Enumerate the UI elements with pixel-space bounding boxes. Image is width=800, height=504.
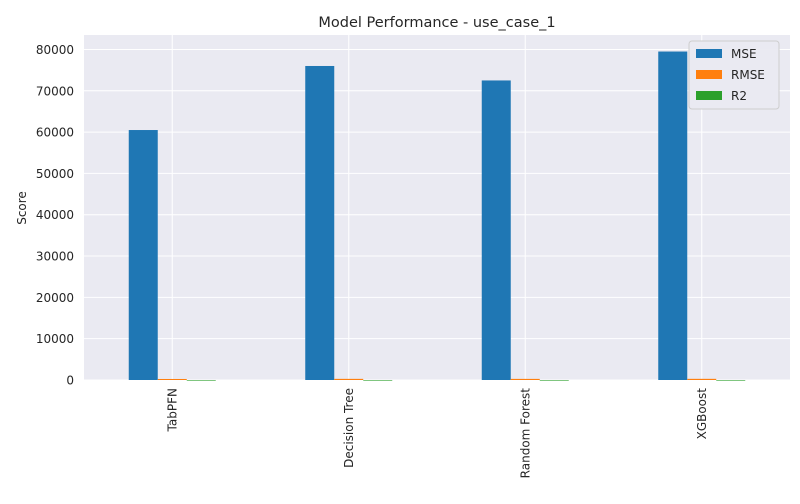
x-tick-label: Decision Tree <box>342 388 356 468</box>
bar-r2-xgboost <box>716 379 746 381</box>
legend-swatch <box>696 49 722 58</box>
bar-mse-xgboost <box>658 51 688 380</box>
bar-rmse-tabpfn <box>157 378 187 380</box>
bars <box>128 51 746 381</box>
bar-mse-decision-tree <box>305 65 335 380</box>
x-tick-label: XGBoost <box>695 388 709 440</box>
bar-rmse-decision-tree <box>334 378 364 380</box>
y-tick-label: 40000 <box>36 208 74 222</box>
chart-title: Model Performance - use_case_1 <box>318 15 555 31</box>
bar-r2-decision-tree <box>363 379 393 381</box>
legend-label: RMSE <box>731 68 765 82</box>
bar-mse-random-forest <box>481 80 511 381</box>
y-tick-label: 0 <box>66 374 74 388</box>
y-tick-labels: 0 10000 20000 30000 40000 50000 60000 70000 8000… <box>36 43 74 388</box>
legend-label: MSE <box>731 47 757 61</box>
x-tick-label: Random Forest <box>518 388 532 479</box>
legend-swatch <box>696 70 722 79</box>
legend: MSE RMSE R2 <box>688 40 780 110</box>
bar-r2-random-forest <box>539 379 569 381</box>
y-tick-label: 10000 <box>36 332 74 346</box>
grid-lines <box>84 35 790 381</box>
bar-rmse-xgboost <box>687 378 717 380</box>
bar-mse-tabpfn <box>128 130 158 380</box>
x-tick-label: TabPFN <box>165 388 179 432</box>
y-tick-label: 30000 <box>36 250 74 264</box>
y-tick-label: 20000 <box>36 291 74 305</box>
y-tick-label: 80000 <box>36 43 74 57</box>
bar-r2-tabpfn <box>186 379 216 381</box>
x-tick-labels: TabPFN Decision Tree Random Forest XGBoost <box>165 388 709 479</box>
y-tick-label: 60000 <box>36 126 74 140</box>
y-tick-label: 50000 <box>36 167 74 181</box>
bar-rmse-random-forest <box>510 378 540 380</box>
y-tick-label: 70000 <box>36 84 74 98</box>
legend-swatch <box>696 91 722 100</box>
legend-label: R2 <box>731 89 747 103</box>
y-axis-label: Score <box>15 191 29 225</box>
